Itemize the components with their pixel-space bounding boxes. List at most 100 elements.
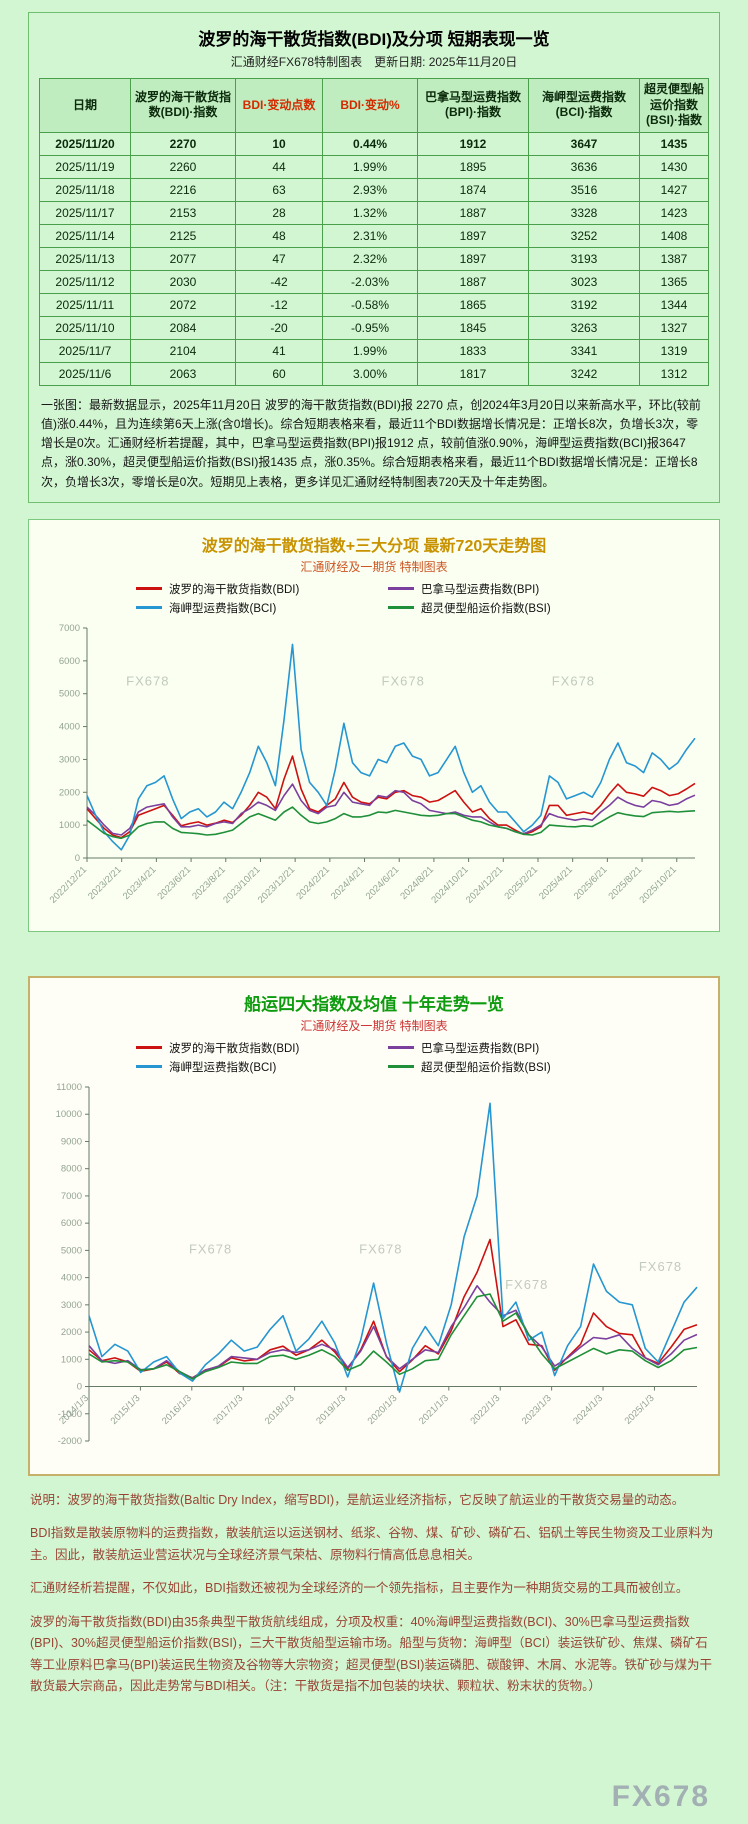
table-cell: 3193 xyxy=(528,246,640,271)
table-cell: 2025/11/7 xyxy=(39,338,131,363)
legend-item: 巴拿马型运费指数(BPI) xyxy=(388,1040,612,1056)
chart-720-canvas: FX678 FX678 FX678 0 1000 2000 3000 4000 5000 6000… xyxy=(48,623,696,905)
table-cell: 1408 xyxy=(639,223,709,248)
table-cell: 1344 xyxy=(639,292,709,317)
table-cell: 1430 xyxy=(639,154,709,179)
table-cell: 2030 xyxy=(130,269,236,294)
bdi-table: 日期 波罗的海干散货指数(BDI)·指数 BDI·变动点数 BDI·变动% 巴拿马型运费… xyxy=(39,78,709,386)
note-paragraph: 汇通财经析若提醒，不仅如此，BDI指数还被视为全球经济的一个领先指标，且主要作为… xyxy=(30,1581,689,1596)
legend-label: 巴拿马型运费指数(BPI) xyxy=(421,1042,540,1055)
table-cell: 1865 xyxy=(417,292,529,317)
legend-swatch xyxy=(388,1065,414,1069)
chart-10y-plot: FX678 FX678 FX678 FX678 -2000 -1000 0 1000 2000 3… xyxy=(38,1079,710,1464)
series-line-0 xyxy=(86,755,696,839)
axis-tick-label: 2023/12/21 xyxy=(256,864,297,905)
table-cell: 47 xyxy=(235,246,323,271)
axis-tick-label: 2025/4/21 xyxy=(537,864,575,902)
legend-item: 海岬型运费指数(BCI) xyxy=(136,1059,360,1075)
axis-tick-label: 0 xyxy=(75,853,80,864)
table-cell: 2125 xyxy=(130,223,236,248)
bdi-table-head: 日期 波罗的海干散货指数(BDI)·指数 BDI·变动点数 BDI·变动% 巴拿马型运费… xyxy=(39,78,709,133)
axis-tick-label: 7000 xyxy=(61,1191,82,1202)
table-cell: 2077 xyxy=(130,246,236,271)
legend-swatch xyxy=(136,1046,162,1050)
table-cell: 63 xyxy=(235,177,323,202)
axis-tick-label: 2016/1/3 xyxy=(160,1393,194,1427)
table-cell: 1895 xyxy=(417,154,529,179)
table-cell: 41 xyxy=(235,338,323,363)
page: 波罗的海干散货指数(BDI)及分项 短期表现一览 汇通财经FX678特制图表 更… xyxy=(28,12,720,1698)
series-line-0 xyxy=(88,1238,698,1379)
series-line-3 xyxy=(86,806,696,839)
axis-tick-label: 4000 xyxy=(59,721,80,732)
fx678-watermark: FX678 xyxy=(126,673,169,688)
bdi-table-body: 2025/11/20 2270 10 0.44% 1912 3647 1435 2025/11… xyxy=(39,131,709,386)
axis-tick-label: 0 xyxy=(77,1381,82,1392)
table-cell: 2025/11/10 xyxy=(39,315,131,340)
footer-notes: 说明：波罗的海干散货指数(Baltic Dry Index，缩写BDI)，是航运… xyxy=(28,1490,720,1698)
table-cell: -12 xyxy=(235,292,323,317)
chart-720-plot: FX678 FX678 FX678 0 1000 2000 3000 4000 5000 6000… xyxy=(37,620,711,927)
axis-tick-label: 2000 xyxy=(61,1327,82,1338)
table-cell: 10 xyxy=(235,131,323,156)
axis-tick-label: 6000 xyxy=(61,1218,82,1229)
note-paragraph: BDI指数是散装原物料的运费指数，散装航运以运送钢材、纸浆、谷物、煤、矿砂、磷矿… xyxy=(30,1526,714,1562)
report-subtitle: 汇通财经FX678特制图表 更新日期: 2025年11月20日 xyxy=(230,55,518,69)
table-cell: 2216 xyxy=(130,177,236,202)
table-row: 2025/11/19 2260 44 1.99% 1895 3636 1430 xyxy=(39,154,709,179)
column-header: 日期 xyxy=(39,78,131,133)
legend-item: 超灵便型船运价指数(BSI) xyxy=(388,1059,612,1075)
column-header: 海岬型运费指数(BCI)·指数 xyxy=(528,78,640,133)
table-cell: 1319 xyxy=(639,338,709,363)
table-cell: 28 xyxy=(235,200,323,225)
table-cell: 1365 xyxy=(639,269,709,294)
chart-720-title: 波罗的海干散货指数+三大分项 最新720天走势图 xyxy=(201,537,547,555)
legend-label: 超灵便型船运价指数(BSI) xyxy=(421,1061,551,1074)
series-line-2 xyxy=(86,643,696,851)
axis-tick-label: 2025/1/3 xyxy=(623,1393,657,1427)
table-row: 2025/11/13 2077 47 2.32% 1897 3193 1387 xyxy=(39,246,709,271)
table-cell: 3252 xyxy=(528,223,640,248)
table-cell: 1.99% xyxy=(322,154,418,179)
table-cell: 2.93% xyxy=(322,177,418,202)
table-cell: 3328 xyxy=(528,200,640,225)
fx678-watermark: FX678 xyxy=(552,673,595,688)
table-cell: 1817 xyxy=(417,361,529,386)
legend-swatch xyxy=(136,1065,162,1069)
table-cell: 2084 xyxy=(130,315,236,340)
table-cell: 2025/11/19 xyxy=(39,154,131,179)
legend-label: 波罗的海干散货指数(BDI) xyxy=(169,583,300,596)
axis-tick-label: 2023/1/3 xyxy=(520,1393,554,1427)
axis-tick-label: 2024/4/21 xyxy=(329,864,367,902)
table-cell: 1874 xyxy=(417,177,529,202)
table-row: 2025/11/18 2216 63 2.93% 1874 3516 1427 xyxy=(39,177,709,202)
axis-tick-label: 2022/1/3 xyxy=(468,1393,502,1427)
legend-item: 巴拿马型运费指数(BPI) xyxy=(388,581,612,597)
table-cell: 1.32% xyxy=(322,200,418,225)
table-cell: 3516 xyxy=(528,177,640,202)
axis-tick-label: 2024/1/3 xyxy=(571,1393,605,1427)
fx678-watermark: FX678 xyxy=(382,673,425,688)
legend-swatch xyxy=(136,606,162,610)
table-cell: 2025/11/20 xyxy=(39,131,131,156)
axis-tick-label: 2019/1/3 xyxy=(314,1393,348,1427)
table-cell: 3647 xyxy=(528,131,640,156)
fx678-watermark: FX678 xyxy=(639,1259,682,1274)
fx678-watermark: FX678 xyxy=(611,1780,710,1813)
short-term-board: 波罗的海干散货指数(BDI)及分项 短期表现一览 汇通财经FX678特制图表 更… xyxy=(28,12,720,503)
axis-tick-label: 4000 xyxy=(61,1272,82,1283)
table-cell: 1435 xyxy=(639,131,709,156)
table-cell: 1387 xyxy=(639,246,709,271)
chart-10y-legend: 波罗的海干散货指数(BDI) 巴拿马型运费指数(BPI) 海岬型运费指数(BCI) 超… xyxy=(38,1040,710,1075)
table-row: 2025/11/11 2072 -12 -0.58% 1865 3192 1344 xyxy=(39,292,709,317)
axis-tick-label: 2025/2/21 xyxy=(502,864,540,902)
table-row: 2025/11/20 2270 10 0.44% 1912 3647 1435 xyxy=(39,131,709,156)
table-cell: 1833 xyxy=(417,338,529,363)
axis-tick-label: 2025/6/21 xyxy=(572,864,610,902)
axis-tick-label: 2021/1/3 xyxy=(417,1393,451,1427)
table-cell: 1312 xyxy=(639,361,709,386)
table-row: 2025/11/14 2125 48 2.31% 1897 3252 1408 xyxy=(39,223,709,248)
table-cell: 3.00% xyxy=(322,361,418,386)
legend-item: 波罗的海干散货指数(BDI) xyxy=(136,581,360,597)
table-cell: -0.58% xyxy=(322,292,418,317)
